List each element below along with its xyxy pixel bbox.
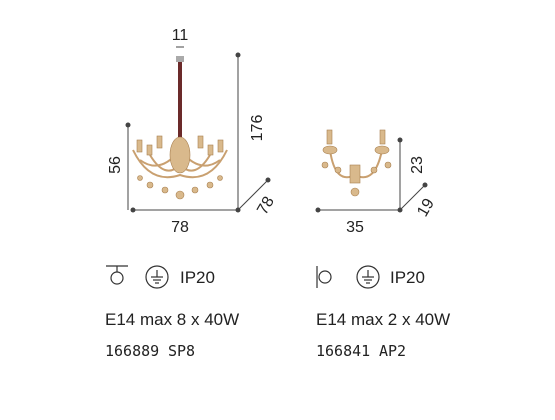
dimension-lines [125, 46, 271, 213]
dimension: 78 [254, 194, 278, 218]
dimension: 78 [171, 219, 189, 236]
dimension: 19 [414, 196, 438, 220]
dimension-lines [315, 137, 428, 213]
protection: IP20 [390, 268, 425, 287]
lamp-spec: E14 max 8 x 40W [105, 310, 239, 329]
model: AP2 [379, 342, 406, 360]
model: SP8 [168, 342, 195, 360]
dimension: 35 [346, 219, 364, 236]
protection: IP20 [180, 268, 215, 287]
lamp-spec: E14 max 2 x 40W [316, 310, 450, 329]
chandelier-drawing [132, 56, 228, 200]
product-code: 166889 [105, 342, 159, 360]
ground-icon [145, 265, 169, 289]
sconce-drawing [321, 129, 392, 197]
dimension: 11 [172, 27, 189, 44]
pendant-icon [106, 265, 128, 285]
ground-icon [356, 265, 380, 289]
wall-icon [316, 266, 332, 288]
dimension: 176 [249, 115, 266, 142]
dimension: 56 [107, 156, 124, 174]
dimension: 23 [409, 156, 426, 174]
product-code: 166841 [316, 342, 370, 360]
